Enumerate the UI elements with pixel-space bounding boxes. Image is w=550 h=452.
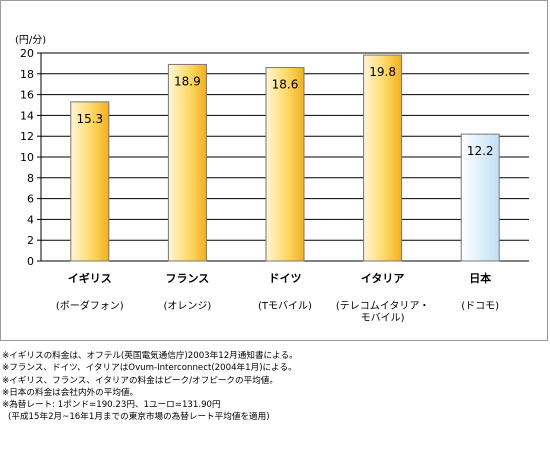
value-label: 15.3	[76, 112, 103, 126]
x-category-label: フランス	[166, 272, 210, 285]
y-tick-label: 12	[20, 130, 34, 143]
y-tick-label: 16	[20, 89, 34, 102]
y-tick-label: 18	[20, 68, 34, 81]
y-tick-label: 4	[27, 213, 34, 226]
y-axis-unit-label: (円/分)	[15, 34, 46, 46]
value-label: 18.9	[174, 74, 201, 88]
y-tick-label: 8	[27, 172, 34, 185]
carrier-label: モバイル)	[361, 312, 405, 324]
bar-chart: (円/分) 0 2 4 6 8 10 12 14 16 18 20 15.3 イギリス (ボーダフォン) 18…	[15, 34, 529, 324]
carrier-label: (テレコムイタリア・	[336, 300, 430, 312]
y-tick-label: 10	[20, 151, 34, 164]
footnote-line: ※イギリス、フランス、イタリアの料金はピーク/オフピークの平均値。	[2, 375, 278, 386]
y-tick-label: 2	[27, 234, 34, 247]
x-category-label: イタリア	[361, 272, 405, 285]
y-tick-label: 0	[27, 255, 34, 268]
footnote-line: ※為替レート: 1ポンド=190.23円、1ユーロ=131.90円	[2, 400, 221, 411]
value-label: 19.8	[369, 65, 396, 79]
footnotes: ※イギリスの料金は、オフテル(英国電気通信庁)2003年12月通知書による。 ※…	[2, 350, 548, 424]
value-label: 18.6	[272, 78, 299, 92]
y-tick-label: 6	[27, 193, 34, 206]
bar-5	[460, 133, 500, 262]
y-tick-label: 14	[20, 109, 34, 122]
footnote-line: ※イギリスの料金は、オフテル(英国電気通信庁)2003年12月通知書による。	[2, 351, 298, 361]
x-category-label: イギリス	[68, 271, 112, 285]
carrier-label: (Tモバイル)	[258, 300, 312, 312]
footnote-line: ※日本の料金は会社内外の平均値。	[2, 387, 139, 398]
footnote-line: ※フランス、ドイツ、イタリアはOvum-Interconnect(2004年1月…	[2, 363, 297, 374]
bar-3	[265, 67, 305, 262]
chart-frame: (円/分) 0 2 4 6 8 10 12 14 16 18 20 15.3 イギリス (ボーダフォン) 18…	[0, 0, 548, 341]
bar-1	[70, 101, 110, 262]
bar-2	[167, 63, 207, 262]
y-tick-label: 20	[20, 47, 34, 60]
footnote-line: (平成15年2月~16年1月までの東京市場の為替レート平均値を適用)	[8, 412, 270, 423]
carrier-label: (オレンジ)	[163, 300, 211, 312]
carrier-label: (ドコモ)	[461, 301, 499, 312]
x-category-label: ドイツ	[269, 272, 302, 285]
value-label: 12.2	[467, 144, 494, 158]
x-category-label: 日本	[469, 271, 491, 285]
bar-4	[363, 54, 403, 262]
carrier-label: (ボーダフォン)	[56, 299, 124, 312]
